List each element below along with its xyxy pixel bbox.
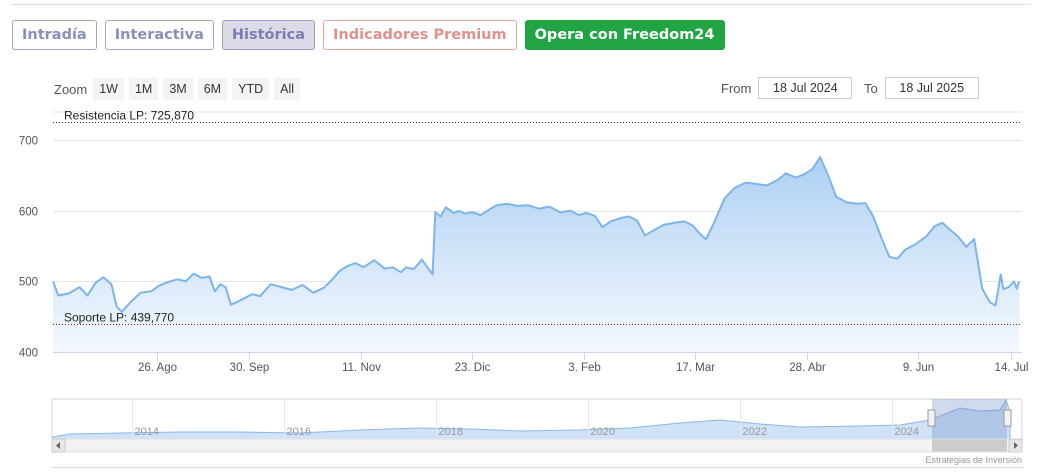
scrollbar-track[interactable] — [51, 438, 1023, 453]
x-axis: 26. Ago 30. Sep 11. Nov 23. Dic 3. Feb 17. Ma… — [53, 352, 1028, 374]
view-tabs: Intradía Interactiva Histórica Indicador… — [12, 20, 725, 50]
y-tick-label: 600 — [19, 207, 38, 219]
series-area — [52, 156, 1021, 352]
zoom-label: Zoom — [54, 81, 88, 97]
scrollbar-thumb[interactable] — [932, 439, 1007, 452]
zoom-button-1m[interactable]: 1M — [128, 78, 159, 100]
plot-lines: Resistencia LP: 725,870 Soporte LP: 439,7… — [53, 109, 1022, 325]
x-tick-label: 11. Nov — [342, 362, 381, 374]
resistance-label: Resistencia LP: 725,870 — [64, 109, 194, 123]
navigator-handle-right[interactable] — [1003, 409, 1012, 427]
date-range-to: To 18 Jul 2025 — [864, 77, 979, 99]
zoom-button-all[interactable]: All — [274, 78, 301, 100]
x-tick-label: 3. Feb — [568, 362, 601, 374]
navigator-year-label: 2022 — [743, 426, 767, 438]
x-tick-label: 9. Jun — [903, 362, 934, 374]
series-line — [52, 156, 1021, 313]
to-date-input[interactable]: 18 Jul 2025 — [884, 77, 979, 99]
navigator-year-label: 2018 — [439, 426, 463, 438]
navigator[interactable]: 2014 2016 2018 2020 2022 2024 — [51, 398, 1023, 453]
from-label: From — [721, 80, 752, 96]
opera-freedom24-button[interactable]: Opera con Freedom24 — [524, 20, 725, 50]
to-label: To — [864, 80, 878, 96]
zoom-button-3m[interactable]: 3M — [163, 78, 193, 100]
navigator-selection[interactable] — [932, 399, 1007, 439]
navigator-series — [51, 398, 1011, 440]
zoom-button-1w[interactable]: 1W — [93, 78, 124, 100]
from-date-input[interactable]: 18 Jul 2024 — [758, 77, 853, 99]
series-area-fill — [53, 157, 1020, 352]
support-label: Soporte LP: 439,770 — [64, 311, 174, 325]
x-tick-label: 30. Sep — [230, 362, 270, 374]
scrollbar-right-button[interactable] — [1008, 438, 1023, 453]
x-tick-label: 26. Ago — [138, 362, 177, 374]
navigator-handle-left[interactable] — [927, 409, 936, 427]
x-tick-label: 17. Mar — [676, 362, 715, 374]
navigator-grid: 2014 2016 2018 2020 2022 2024 — [132, 399, 919, 439]
top-divider — [12, 4, 1031, 5]
x-tick-label: 28. Abr — [789, 362, 826, 374]
chart-credits[interactable]: Estrategias de Inversión — [925, 455, 1022, 465]
tab-indicadores-premium[interactable]: Indicadores Premium — [323, 20, 517, 50]
y-axis: 400 500 600 700 — [19, 136, 38, 360]
y-tick-label: 400 — [19, 348, 38, 360]
tab-interactiva[interactable]: Interactiva — [104, 20, 214, 50]
scrollbar-left-button[interactable] — [51, 438, 66, 453]
date-range-from: From 18 Jul 2024 — [721, 77, 853, 99]
tab-intradia[interactable]: Intradía — [12, 20, 97, 50]
y-tick-label: 500 — [19, 277, 38, 289]
navigator-year-label: 2014 — [135, 426, 159, 438]
y-tick-label: 700 — [19, 136, 38, 148]
tab-historica[interactable]: Histórica — [221, 20, 316, 50]
x-tick-label: 14. Jul — [995, 362, 1029, 374]
zoom-selector: Zoom 1W 1M 3M 6M YTD All — [54, 78, 305, 100]
navigator-frame — [51, 398, 1023, 440]
x-tick-label: 23. Dic — [455, 362, 491, 374]
navigator-year-label: 2024 — [895, 426, 919, 438]
zoom-button-6m[interactable]: 6M — [197, 78, 228, 100]
navigator-year-label: 2020 — [591, 426, 615, 438]
navigator-year-label: 2016 — [287, 426, 311, 438]
bottom-divider — [52, 467, 1024, 468]
scroll-right-arrow-icon — [1014, 442, 1018, 449]
scroll-left-arrow-icon — [56, 442, 60, 449]
y-gridlines — [53, 140, 1022, 353]
zoom-button-ytd[interactable]: YTD — [232, 78, 270, 100]
